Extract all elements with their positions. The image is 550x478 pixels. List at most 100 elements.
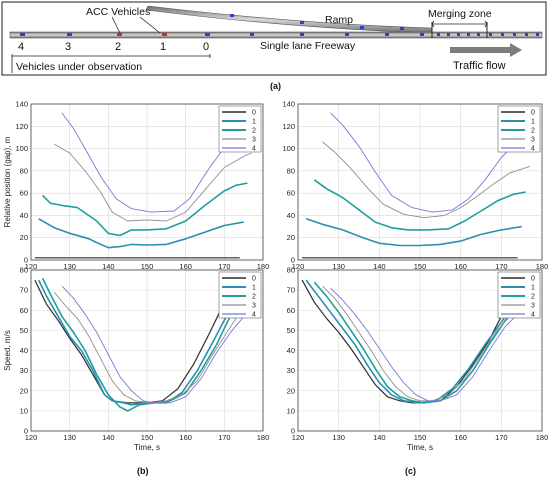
- legend-label-2: 2: [531, 294, 535, 301]
- y-tick-label: 60: [287, 306, 295, 315]
- vehicle-id-1: 1: [160, 41, 166, 53]
- x-tick-label: 140: [102, 262, 115, 271]
- legend: 0 1 2 3 4: [497, 271, 541, 319]
- y-tick-label: 40: [287, 211, 295, 220]
- y-tick-label: 50: [20, 326, 28, 335]
- legend-label-1: 1: [252, 285, 256, 292]
- chart-c_bottom: 120 130 140 150 160 170 18001020304050607080Ti…: [287, 266, 549, 453]
- y-tick-label: 80: [287, 166, 295, 175]
- legend-label-4: 4: [252, 312, 256, 319]
- plot-frame: [297, 103, 543, 261]
- legend-box: [497, 271, 541, 319]
- legend-label-0: 0: [531, 276, 535, 283]
- legend-label-3: 3: [531, 303, 535, 310]
- x-tick-label: 120: [25, 433, 38, 442]
- series-line-1: [37, 279, 233, 406]
- vehicle-marker: [457, 33, 460, 36]
- x-tick-label: 130: [63, 262, 76, 271]
- panel-label-c: (c): [405, 466, 416, 476]
- vehicle-marker: [300, 21, 304, 24]
- x-tick-label: 160: [179, 433, 192, 442]
- x-tick-label: 170: [218, 433, 231, 442]
- legend-label-0: 0: [252, 276, 256, 283]
- y-tick-label: 70: [287, 286, 295, 295]
- x-tick-label: 180: [257, 433, 270, 442]
- vehicle-marker: [501, 33, 504, 36]
- vehicle-marker: [420, 33, 424, 36]
- y-tick-label: 0: [24, 427, 28, 436]
- x-tick-label: 150: [141, 262, 154, 271]
- plot-frame: [30, 269, 264, 432]
- legend-label-2: 2: [252, 128, 256, 135]
- merging-zone-label: Merging zone: [428, 8, 492, 20]
- vehicle-marker: [250, 33, 254, 36]
- legend: 0 1 2 3 4: [497, 105, 541, 153]
- vehicle-marker: [447, 33, 450, 36]
- series-line-2: [313, 179, 526, 231]
- y-tick-label: 60: [20, 189, 28, 198]
- vehicle-marker: [67, 33, 72, 36]
- series-line-1: [305, 218, 522, 247]
- vehicle-marker: [345, 33, 349, 36]
- vehicle-marker: [360, 26, 364, 29]
- vehicle-id-0: 0: [203, 41, 209, 53]
- y-tick-label: 20: [20, 386, 28, 395]
- charts: 120 130 140 150 160 170 180020406080100120140R…: [3, 100, 548, 453]
- series-line-0: [301, 279, 502, 404]
- series-line-2: [41, 277, 241, 412]
- y-tick-label: 60: [20, 306, 28, 315]
- chart-b_top: 120 130 140 150 160 170 180020406080100120140R…: [3, 100, 269, 272]
- chart-c_top: 120 130 140 150 160 170 1800204060801001201400…: [282, 100, 548, 272]
- merging-zone-arrowheads: [431, 20, 488, 28]
- x-tick-label: 170: [495, 262, 508, 271]
- y-axis-label: Relative position (gap), m: [3, 136, 12, 227]
- legend-box: [218, 271, 262, 319]
- vehicle-marker: [536, 33, 539, 36]
- x-tick-label: 170: [218, 262, 231, 271]
- legend-label-4: 4: [531, 146, 535, 153]
- x-tick-label: 170: [495, 433, 508, 442]
- series-line-1: [305, 279, 511, 404]
- acc-vehicle-marker: [162, 33, 167, 36]
- series-line-4: [61, 285, 260, 404]
- y-tick-label: 30: [20, 366, 28, 375]
- series-line-3: [322, 141, 530, 219]
- x-axis-label: Time, s: [134, 443, 160, 452]
- vehicle-marker: [205, 33, 210, 36]
- legend-label-4: 4: [252, 146, 256, 153]
- y-tick-label: 0: [24, 256, 28, 265]
- x-tick-label: 180: [536, 433, 549, 442]
- y-tick-label: 120: [15, 122, 28, 131]
- series-line-3: [322, 285, 526, 402]
- vehicle-marker: [525, 33, 528, 36]
- x-tick-label: 150: [414, 433, 427, 442]
- legend-label-1: 1: [531, 285, 535, 292]
- legend-label-3: 3: [531, 137, 535, 144]
- legend-box: [218, 105, 262, 153]
- vehicle-id-2: 2: [115, 41, 121, 53]
- y-tick-label: 40: [287, 346, 295, 355]
- vehicle-marker: [513, 33, 516, 36]
- y-tick-label: 0: [291, 427, 295, 436]
- series-line-4: [330, 112, 539, 213]
- plot-frame: [297, 269, 543, 432]
- freeway-label: Single lane Freeway: [260, 40, 356, 52]
- x-tick-label: 140: [102, 433, 115, 442]
- observation-label: Vehicles under observation: [16, 61, 142, 73]
- y-tick-label: 120: [282, 122, 295, 131]
- y-axis-label: Speed, m/s: [3, 330, 12, 370]
- x-tick-label: 120: [25, 262, 38, 271]
- x-tick-label: 160: [454, 262, 467, 271]
- x-tick-label: 180: [536, 262, 549, 271]
- panel-label-a: (a): [270, 81, 281, 91]
- observation-bracket: [11, 54, 211, 73]
- legend-label-3: 3: [252, 303, 256, 310]
- vehicle-id-4: 4: [18, 41, 24, 53]
- y-tick-label: 60: [287, 189, 295, 198]
- x-tick-label: 130: [332, 433, 345, 442]
- y-tick-label: 20: [287, 386, 295, 395]
- vehicle-id-3: 3: [65, 41, 71, 53]
- vehicle-marker: [489, 33, 492, 36]
- plot-frame: [30, 103, 264, 261]
- freeway-road: [9, 31, 543, 39]
